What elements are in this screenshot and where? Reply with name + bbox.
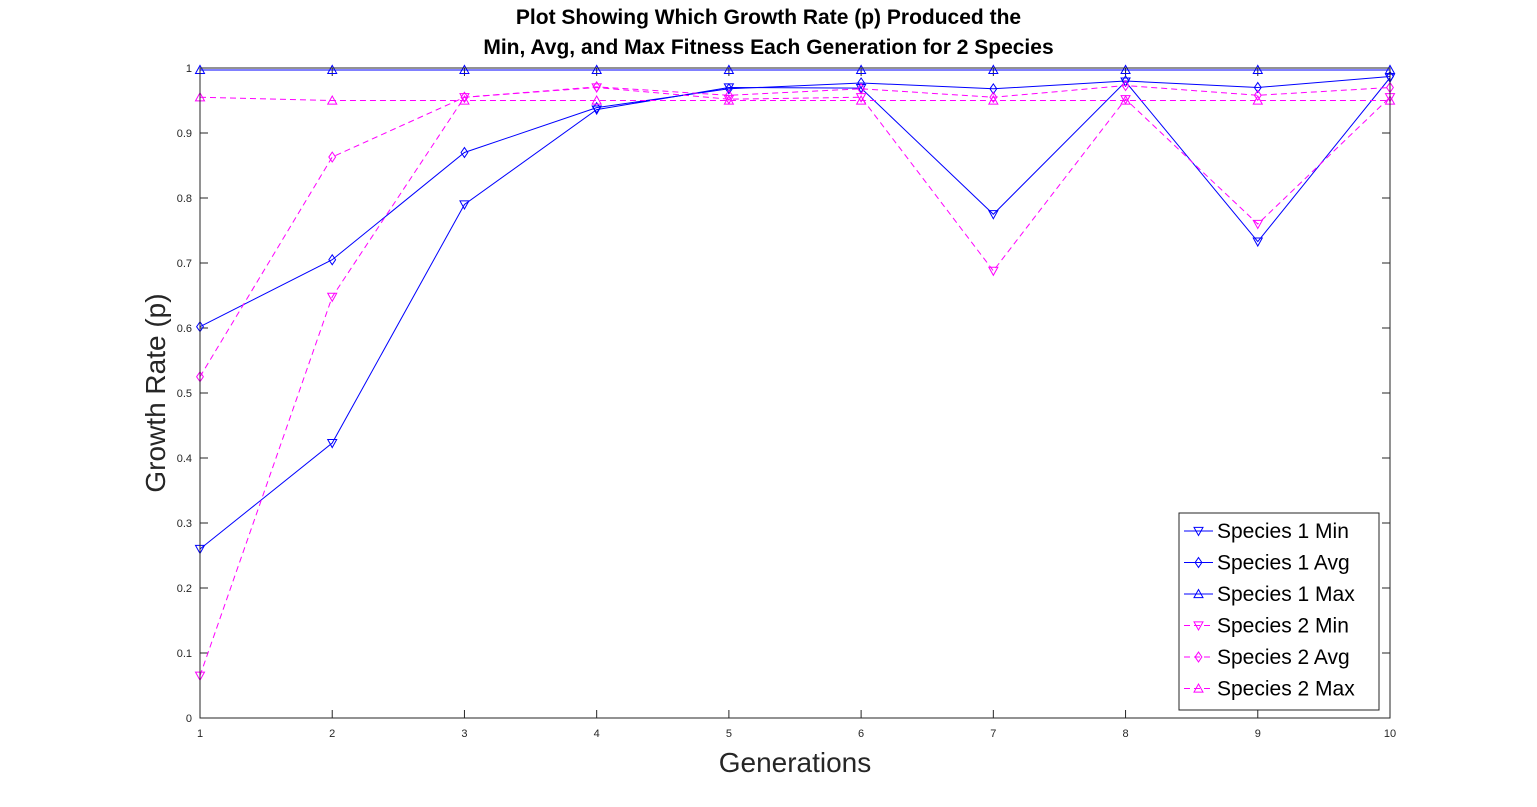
x-tick-label: 2 bbox=[329, 728, 335, 740]
data-point-marker bbox=[855, 64, 867, 75]
data-point-marker bbox=[460, 91, 469, 104]
data-point-marker bbox=[592, 101, 601, 114]
x-tick-label: 3 bbox=[461, 728, 467, 740]
legend-marker bbox=[1193, 621, 1204, 632]
series-1 bbox=[194, 73, 1396, 555]
legend-marker bbox=[1193, 682, 1204, 693]
y-tick-label: 0.7 bbox=[177, 258, 192, 270]
y-tick-label: 0.6 bbox=[177, 323, 192, 335]
data-point-marker bbox=[326, 292, 338, 303]
data-point-marker bbox=[1120, 64, 1131, 75]
data-point-marker bbox=[1120, 94, 1131, 105]
data-point-marker bbox=[1253, 81, 1262, 94]
legend-label: Species 2 Max bbox=[1217, 678, 1355, 701]
data-point-marker bbox=[1121, 79, 1130, 92]
y-tick-label: 0 bbox=[186, 713, 192, 725]
y-tick-label: 0.5 bbox=[177, 388, 192, 400]
data-point-marker bbox=[857, 77, 866, 89]
x-tick-label: 1 bbox=[197, 728, 203, 740]
legend-label: Species 2 Min bbox=[1217, 615, 1349, 638]
series-line bbox=[199, 75, 1391, 328]
data-point-marker bbox=[460, 146, 469, 159]
data-point-marker bbox=[1253, 89, 1262, 102]
plot-frame bbox=[199, 67, 1391, 719]
data-point-marker bbox=[326, 64, 338, 75]
data-point-marker bbox=[989, 82, 998, 95]
series-layer bbox=[194, 64, 1396, 682]
data-point-marker bbox=[1252, 64, 1264, 75]
data-point-marker bbox=[326, 438, 338, 449]
data-point-marker bbox=[1252, 237, 1264, 248]
data-point-marker bbox=[987, 94, 999, 105]
data-point-marker bbox=[1252, 219, 1264, 230]
data-point-marker bbox=[328, 151, 337, 163]
data-point-marker bbox=[724, 89, 733, 102]
data-point-marker bbox=[987, 210, 999, 220]
series-line bbox=[199, 77, 1391, 550]
data-point-marker bbox=[459, 93, 470, 103]
legend-marker bbox=[1193, 526, 1204, 537]
y-tick-label: 0.1 bbox=[177, 648, 192, 660]
y-axis-label: Growth Rate (p) bbox=[140, 293, 171, 492]
legend-label: Species 1 Avg bbox=[1217, 552, 1350, 575]
legend-item: Species 1 Max bbox=[1184, 583, 1355, 606]
series-2 bbox=[196, 70, 1394, 333]
x-axis-label: Generations bbox=[719, 747, 872, 778]
legend-item: Species 1 Min bbox=[1184, 520, 1349, 543]
legend-box bbox=[1178, 512, 1380, 711]
x-tick-label: 4 bbox=[594, 728, 600, 740]
x-tick-label: 5 bbox=[726, 728, 732, 740]
y-tick-label: 0.3 bbox=[177, 518, 192, 530]
x-tick-label: 9 bbox=[1255, 728, 1261, 740]
data-point-marker bbox=[1252, 94, 1264, 105]
y-tick-label: 0.4 bbox=[177, 453, 192, 465]
legend-item: Species 1 Avg bbox=[1184, 552, 1350, 575]
series-line bbox=[199, 96, 1390, 101]
data-point-marker bbox=[328, 253, 337, 266]
legend-item: Species 2 Max bbox=[1184, 678, 1355, 701]
data-point-marker bbox=[987, 266, 999, 277]
data-point-marker bbox=[592, 81, 601, 93]
legend-marker bbox=[1194, 556, 1203, 569]
data-point-marker bbox=[987, 64, 999, 75]
legend-label: Species 1 Min bbox=[1217, 520, 1349, 543]
data-point-marker bbox=[591, 64, 603, 75]
data-point-marker bbox=[326, 94, 338, 105]
axis-ticks: 1 2 3 4 5 6 7 8 9 10 0 0.1 0.2 0.3 0.4 0.5 0.6 0.7 0.8 0.9 1 bbox=[177, 63, 1396, 740]
y-tick-label: 1 bbox=[186, 63, 192, 75]
y-tick-label: 0.2 bbox=[177, 583, 192, 595]
data-point-marker bbox=[857, 82, 866, 95]
legend-marker bbox=[1194, 651, 1203, 663]
data-point-marker bbox=[855, 94, 867, 105]
series-line bbox=[199, 86, 1391, 676]
y-tick-label: 0.8 bbox=[177, 193, 192, 205]
data-point-marker bbox=[724, 82, 733, 95]
data-point-marker bbox=[723, 94, 735, 105]
legend-label: Species 2 Avg bbox=[1217, 646, 1350, 669]
x-tick-label: 7 bbox=[990, 728, 996, 740]
legend: Species 1 Min Species 1 Avg Species 1 Max S… bbox=[1178, 512, 1380, 711]
x-tick-label: 6 bbox=[858, 728, 864, 740]
data-point-marker bbox=[723, 64, 735, 75]
chart-title-line-1: Plot Showing Which Growth Rate (p) Produ… bbox=[515, 6, 1022, 29]
x-tick-label: 8 bbox=[1122, 728, 1128, 740]
series-3 bbox=[194, 64, 1396, 75]
data-point-marker bbox=[459, 200, 470, 211]
legend-label: Species 1 Max bbox=[1217, 583, 1355, 606]
legend-item: Species 2 Min bbox=[1184, 615, 1349, 638]
x-tick-label: 10 bbox=[1384, 728, 1396, 740]
data-point-marker bbox=[989, 91, 998, 104]
data-point-marker bbox=[459, 94, 470, 105]
legend-item: Species 2 Avg bbox=[1184, 646, 1350, 669]
data-point-marker bbox=[459, 64, 470, 75]
data-point-marker bbox=[591, 94, 603, 105]
series-line bbox=[199, 85, 1391, 378]
y-tick-label: 0.9 bbox=[177, 128, 192, 140]
chart-title-line-2: Min, Avg, and Max Fitness Each Generatio… bbox=[483, 36, 1054, 59]
legend-marker bbox=[1193, 588, 1204, 599]
